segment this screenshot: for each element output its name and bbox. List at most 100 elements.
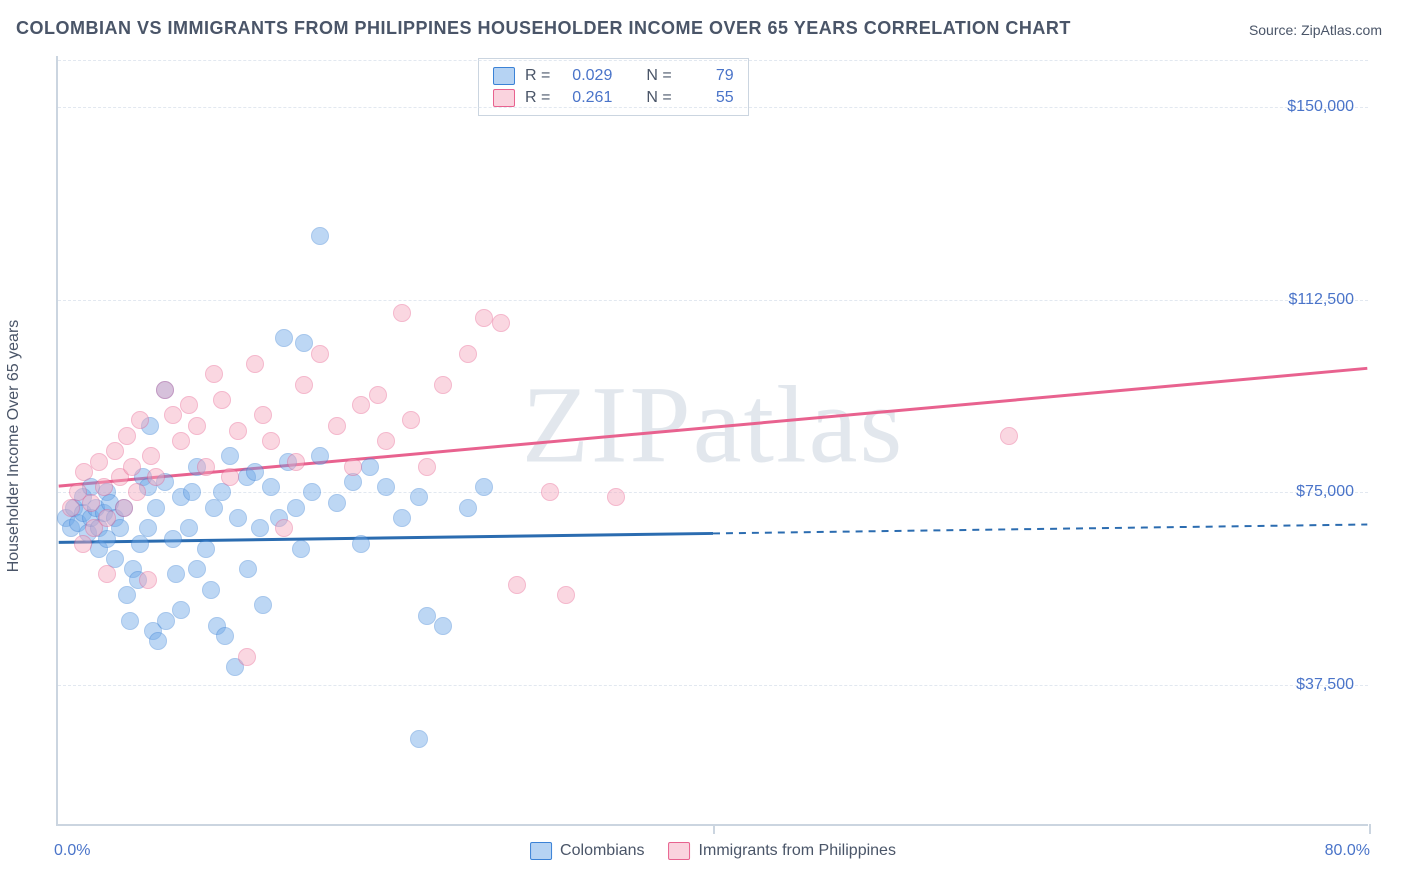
data-point bbox=[167, 565, 185, 583]
data-point bbox=[393, 509, 411, 527]
data-point bbox=[295, 376, 313, 394]
data-point bbox=[369, 386, 387, 404]
data-point bbox=[106, 442, 124, 460]
data-point bbox=[188, 417, 206, 435]
legend-r-value: 0.261 bbox=[560, 89, 612, 107]
data-point bbox=[328, 494, 346, 512]
data-point bbox=[459, 499, 477, 517]
data-point bbox=[418, 458, 436, 476]
data-point bbox=[74, 535, 92, 553]
data-point bbox=[287, 499, 305, 517]
data-point bbox=[492, 314, 510, 332]
series-legend-item: Colombians bbox=[530, 842, 644, 860]
data-point bbox=[275, 329, 293, 347]
data-point bbox=[377, 478, 395, 496]
chart-title: COLOMBIAN VS IMMIGRANTS FROM PHILIPPINES… bbox=[16, 18, 1071, 39]
data-point bbox=[216, 627, 234, 645]
data-point bbox=[128, 483, 146, 501]
data-point bbox=[508, 576, 526, 594]
data-point bbox=[238, 648, 256, 666]
legend-r-label: R = bbox=[525, 89, 550, 107]
legend-n-label: N = bbox=[646, 67, 671, 85]
data-point bbox=[275, 519, 293, 537]
data-point bbox=[149, 632, 167, 650]
data-point bbox=[352, 396, 370, 414]
data-point bbox=[229, 422, 247, 440]
data-point bbox=[377, 432, 395, 450]
data-point bbox=[147, 468, 165, 486]
data-point bbox=[90, 453, 108, 471]
data-point bbox=[147, 499, 165, 517]
data-point bbox=[344, 458, 362, 476]
data-point bbox=[213, 483, 231, 501]
data-point bbox=[123, 458, 141, 476]
source-name: ZipAtlas.com bbox=[1301, 22, 1382, 38]
data-point bbox=[557, 586, 575, 604]
data-point bbox=[239, 560, 257, 578]
data-point bbox=[292, 540, 310, 558]
data-point bbox=[311, 447, 329, 465]
data-point bbox=[156, 381, 174, 399]
data-point bbox=[328, 417, 346, 435]
data-point bbox=[410, 730, 428, 748]
y-tick-label: $112,500 bbox=[1288, 291, 1354, 309]
data-point bbox=[139, 571, 157, 589]
data-point bbox=[164, 530, 182, 548]
legend-n-label: N = bbox=[646, 89, 671, 107]
data-point bbox=[139, 519, 157, 537]
data-point bbox=[213, 391, 231, 409]
data-point bbox=[98, 565, 116, 583]
data-point bbox=[115, 499, 133, 517]
legend-n-value: 79 bbox=[682, 67, 734, 85]
legend-row: R = 0.029 N = 79 bbox=[493, 65, 734, 87]
data-point bbox=[303, 483, 321, 501]
legend-r-label: R = bbox=[525, 67, 550, 85]
data-point bbox=[295, 334, 313, 352]
x-tick bbox=[713, 824, 715, 834]
data-point bbox=[541, 483, 559, 501]
data-point bbox=[402, 411, 420, 429]
y-tick-label: $37,500 bbox=[1296, 676, 1354, 694]
watermark: ZIPatlas bbox=[522, 361, 905, 488]
data-point bbox=[202, 581, 220, 599]
legend-row: R =0.261N =55 bbox=[493, 87, 734, 109]
series-legend: Colombians Immigrants from Philippines bbox=[530, 842, 896, 860]
data-point bbox=[311, 345, 329, 363]
data-point bbox=[1000, 427, 1018, 445]
legend-r-value: 0.029 bbox=[560, 67, 612, 85]
legend-swatch bbox=[493, 67, 515, 85]
series-label: Colombians bbox=[560, 842, 644, 860]
gridline bbox=[58, 492, 1368, 493]
data-point bbox=[246, 355, 264, 373]
data-point bbox=[180, 396, 198, 414]
data-point bbox=[205, 365, 223, 383]
x-tick bbox=[1369, 824, 1371, 834]
data-point bbox=[180, 519, 198, 537]
data-point bbox=[246, 463, 264, 481]
data-point bbox=[311, 227, 329, 245]
y-axis-title: Householder Income Over 65 years bbox=[5, 320, 23, 573]
data-point bbox=[254, 406, 272, 424]
data-point bbox=[197, 458, 215, 476]
data-point bbox=[98, 509, 116, 527]
data-point bbox=[82, 494, 100, 512]
data-point bbox=[344, 473, 362, 491]
gridline bbox=[58, 60, 1368, 61]
data-point bbox=[131, 411, 149, 429]
data-point bbox=[251, 519, 269, 537]
x-tick-label: 0.0% bbox=[54, 842, 90, 860]
trend-lines bbox=[58, 56, 1368, 824]
data-point bbox=[142, 447, 160, 465]
data-point bbox=[352, 535, 370, 553]
y-tick-label: $75,000 bbox=[1296, 483, 1354, 501]
data-point bbox=[121, 612, 139, 630]
data-point bbox=[393, 304, 411, 322]
source-attribution: Source: ZipAtlas.com bbox=[1249, 22, 1382, 38]
data-point bbox=[410, 488, 428, 506]
legend-swatch bbox=[530, 842, 552, 860]
data-point bbox=[62, 499, 80, 517]
data-point bbox=[262, 478, 280, 496]
data-point bbox=[188, 560, 206, 578]
data-point bbox=[607, 488, 625, 506]
series-legend-item: Immigrants from Philippines bbox=[669, 842, 896, 860]
